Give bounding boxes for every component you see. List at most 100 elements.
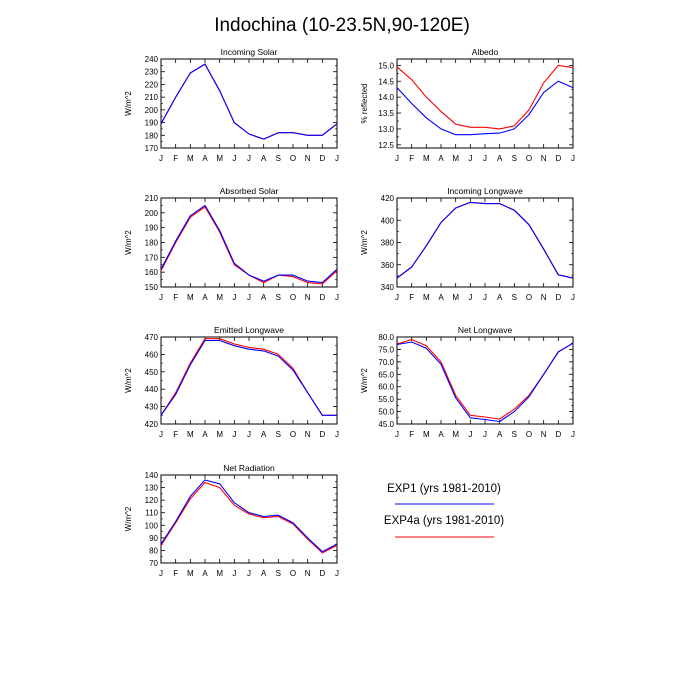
panel-absorbed-solar-ytick-label: 160 [145,268,159,277]
panel-incoming-longwave-ytick-label: 400 [381,216,395,225]
figure-title: Indochina (10-23.5N,90-120E) [214,15,470,36]
panel-net-longwave-ytick-label: 65.0 [378,370,394,379]
panel-net-longwave-series-exp1 [396,341,574,423]
panel-net-radiation-ytick-label: 120 [145,496,159,505]
panel-albedo-xtick-label: A [438,154,444,163]
panel-albedo-ylabel: % reflected [360,83,369,123]
panel-net-longwave-xtick-label: J [468,430,472,439]
panel-incoming-solar-ytick-label: 180 [145,131,159,140]
panel-incoming-longwave-ylabel: W/m^2 [360,230,369,255]
panel-incoming-solar-xtick-label: J [247,154,251,163]
panel-emitted-longwave-ytick-label: 470 [145,333,159,342]
legend-label-exp4a: EXP4a (yrs 1981-2010) [384,515,504,527]
panel-incoming-solar-series-exp1 [160,63,338,140]
panel-emitted-longwave-frame [160,336,338,425]
panel-net-radiation-ytick-label: 90 [149,534,158,543]
panel-emitted-longwave-ytick-label: 420 [145,420,159,429]
panel-incoming-longwave-series-exp4a [396,201,574,279]
panel-absorbed-solar-xtick-label: A [261,293,267,302]
panel-albedo-ytick-label: 15.0 [378,61,394,70]
panel-net-longwave-xtick-label: A [438,430,444,439]
panel-absorbed-solar-ylabel: W/m^2 [124,230,133,255]
panel-net-longwave-xtick-label: D [555,430,561,439]
panel-albedo-series-exp1 [396,80,574,136]
panel-net-longwave-xtick-label: A [497,430,503,439]
panel-net-radiation-xtick-label: J [247,569,251,578]
panel-incoming-solar-ytick-label: 170 [145,144,159,153]
panel-emitted-longwave-ytick-label: 460 [145,350,159,359]
panel-net-radiation-xtick-label: A [202,569,208,578]
panel-albedo-ytick-label: 12.5 [378,141,394,150]
panel-absorbed-solar-xtick-label: M [216,293,223,302]
panel-albedo-xtick-label: S [512,154,517,163]
panel-emitted-longwave-xtick-label: F [173,430,178,439]
panel-incoming-solar-ytick-label: 240 [145,55,159,64]
panel-net-radiation-xtick-label: O [290,569,296,578]
panel-albedo-title: Albedo [472,47,499,57]
panel-incoming-longwave-xtick-label: F [409,293,414,302]
panel-absorbed-solar-xtick-label: A [202,293,208,302]
panel-absorbed-solar-xtick-label: M [187,293,194,302]
panel-net-longwave-xtick-label: S [512,430,517,439]
panel-absorbed-solar-xtick-label: F [173,293,178,302]
panel-incoming-longwave-xtick-label: M [452,293,459,302]
panel-emitted-longwave-xtick-label: J [159,430,163,439]
panel-emitted-longwave-xtick-label: J [247,430,251,439]
panel-absorbed-solar-xtick-label: N [305,293,311,302]
panel-incoming-solar-ytick-label: 190 [145,119,159,128]
panel-incoming-solar-xtick-label: M [216,154,223,163]
panel-net-longwave-ytick-label: 50.0 [378,408,394,417]
panel-incoming-longwave-xtick-label: J [468,293,472,302]
panel-absorbed-solar-ytick-label: 150 [145,283,159,292]
panel-albedo-ytick-label: 14.0 [378,93,394,102]
panel-albedo-xtick-label: A [497,154,503,163]
panel-net-longwave-ytick-label: 55.0 [378,395,394,404]
panel-net-radiation-ytick-label: 80 [149,546,158,555]
panel-albedo-xtick-label: J [483,154,487,163]
panel-absorbed-solar-series-exp1 [160,204,338,284]
panel-emitted-longwave-xtick-label: D [319,430,325,439]
panel-incoming-solar-xtick-label: J [232,154,236,163]
panel-emitted-longwave-ytick-label: 440 [145,385,159,394]
panel-absorbed-solar-ytick-label: 180 [145,239,159,248]
panel-absorbed-solar-ytick-label: 190 [145,224,159,233]
panel-incoming-longwave-series-exp1 [396,201,574,279]
panel-incoming-solar-xtick-label: A [202,154,208,163]
panel-net-longwave-xtick-label: M [452,430,459,439]
panel-net-radiation-ylabel: W/m^2 [124,506,133,531]
panel-net-longwave-ytick-label: 70.0 [378,358,394,367]
panel-emitted-longwave-ylabel: W/m^2 [124,368,133,393]
panel-incoming-longwave-xtick-label: J [395,293,399,302]
panel-incoming-longwave-xtick-label: A [438,293,444,302]
panel-net-longwave-ytick-label: 80.0 [378,333,394,342]
panel-incoming-longwave-ytick-label: 360 [381,261,395,270]
panel-emitted-longwave-xtick-label: J [335,430,339,439]
panel-net-longwave-title: Net Longwave [458,325,513,335]
panel-albedo-xtick-label: J [395,154,399,163]
panel-absorbed-solar-ytick-label: 170 [145,253,159,262]
panel-incoming-longwave-xtick-label: J [483,293,487,302]
panel-absorbed-solar-xtick-label: J [247,293,251,302]
panel-incoming-solar-xtick-label: S [276,154,281,163]
panel-albedo-xtick-label: M [423,154,430,163]
panel-net-radiation-frame [160,474,338,564]
panel-net-radiation-xtick-label: A [261,569,267,578]
panel-incoming-longwave-xtick-label: M [423,293,430,302]
panel-incoming-longwave-xtick-label: J [571,293,575,302]
panel-absorbed-solar-title: Absorbed Solar [220,186,279,196]
panel-albedo-xtick-label: F [409,154,414,163]
panel-incoming-solar-xtick-label: J [335,154,339,163]
panel-net-radiation-xtick-label: J [335,569,339,578]
panel-absorbed-solar-frame [160,197,338,288]
panel-net-longwave-ytick-label: 75.0 [378,345,394,354]
panel-incoming-solar-ytick-label: 210 [145,93,159,102]
panel-net-radiation-xtick-label: F [173,569,178,578]
panel-albedo-xtick-label: O [526,154,532,163]
panel-albedo-ytick-label: 13.5 [378,109,394,118]
panel-net-radiation-xtick-label: D [319,569,325,578]
panel-incoming-solar-title: Incoming Solar [221,47,278,57]
panel-absorbed-solar-series-exp4a [160,206,338,285]
